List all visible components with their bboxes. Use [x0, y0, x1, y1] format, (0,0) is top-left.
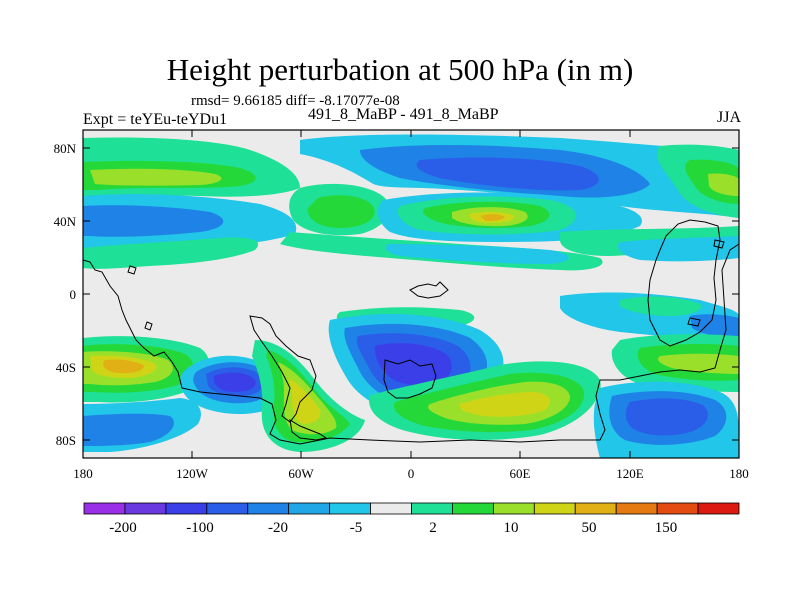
colorbar-swatch — [370, 502, 412, 515]
colorbar-swatch — [697, 502, 740, 515]
small-island-2 — [144, 321, 153, 331]
shem-blue-west4 — [214, 372, 256, 392]
colorbar-swatch — [574, 502, 617, 515]
lat-label-40s: 40S — [56, 360, 76, 375]
nmid-west-blue-core — [83, 205, 224, 237]
lon-label-120w: 120W — [176, 466, 209, 481]
lon-label-60w: 60W — [288, 466, 314, 481]
colorbar-swatch — [124, 502, 167, 515]
colorbar — [83, 502, 740, 515]
colorbar-swatch — [533, 502, 576, 515]
north-america-outline — [83, 243, 739, 445]
shem-west-blue-far2 — [83, 413, 174, 446]
coastlines — [83, 219, 739, 445]
lat-label-40n: 40N — [54, 214, 77, 229]
antarctica-west-outline — [289, 419, 328, 441]
lat-label-80s: 80S — [56, 433, 76, 448]
colorbar-label: 150 — [655, 520, 678, 536]
colorbar-swatch — [247, 502, 290, 515]
lat-ticks — [83, 147, 739, 441]
shem-east-blue3 — [625, 398, 708, 436]
arctic-band-west-core — [90, 168, 222, 186]
lon-label-60e: 60E — [510, 466, 531, 481]
south-america-outline — [249, 315, 317, 423]
lon-label-0: 0 — [408, 466, 415, 481]
shem-west-orange — [103, 359, 144, 374]
asia-outline — [647, 219, 721, 347]
lon-label-120e: 120E — [616, 466, 644, 481]
colorbar-swatch — [615, 502, 658, 515]
height-perturbation-field — [83, 130, 739, 458]
nmid-west-green — [83, 237, 259, 269]
lat-labels: 80N 40N 0 40S 80S — [54, 141, 77, 448]
case-label: 491_8_MaBP - 491_8_MaBP — [308, 106, 499, 123]
shem-mid-yellow2 — [459, 392, 551, 417]
shem-big-blue4 — [374, 343, 452, 386]
lon-label-180w: 180 — [73, 466, 93, 481]
colorbar-label: -100 — [186, 520, 214, 536]
africa-outline — [383, 359, 437, 399]
nmid-east-orange — [480, 214, 505, 221]
lat-label-0: 0 — [70, 287, 77, 302]
rmsd-diff-stats: rmsd= 9.66185 diff= -8.17077e-08 — [191, 93, 400, 109]
arctic-east-yellow — [708, 173, 739, 196]
lon-labels: 180 120W 60W 0 60E 120E 180 — [73, 466, 749, 481]
colorbar-label: 2 — [429, 520, 437, 536]
europe-outline — [409, 281, 449, 299]
lon-label-180e: 180 — [729, 466, 749, 481]
colorbar-swatch — [288, 502, 331, 515]
colorbar-swatch — [452, 502, 494, 515]
colorbar-label: -20 — [268, 520, 288, 536]
colorbar-label: 50 — [582, 520, 597, 536]
colorbar-swatch — [411, 502, 453, 515]
nmid-central-blue — [385, 244, 569, 264]
arctic-band-east-core — [416, 157, 599, 191]
colorbar-label: 10 — [504, 520, 519, 536]
experiment-label: Expt = teYEu-teYDu1 — [83, 111, 228, 128]
colorbar-labels: -200 -100 -20 -5 2 10 50 150 — [109, 520, 677, 536]
colorbar-swatch — [83, 502, 126, 515]
season-label: JJA — [716, 109, 741, 126]
map-title: Height perturbation at 500 hPa (in m) — [166, 52, 634, 87]
eq-blue-east-core — [690, 314, 739, 337]
colorbar-swatch — [656, 502, 699, 515]
colorbar-swatch — [165, 502, 208, 515]
small-island-4 — [687, 317, 701, 327]
lon-ticks — [191, 130, 631, 458]
colorbar-swatch — [492, 502, 535, 515]
nmid-green-blob-core — [307, 195, 375, 228]
small-island-3 — [713, 239, 725, 249]
colorbar-label: -5 — [350, 520, 363, 536]
lat-label-80n: 80N — [54, 141, 77, 156]
small-island-1 — [127, 265, 137, 275]
shem-far-east-yellow — [658, 353, 739, 374]
colorbar-swatch — [206, 502, 249, 515]
eq-green-far-east — [620, 296, 702, 316]
nmid-far-east-blue — [618, 236, 739, 262]
colorbar-label: -200 — [109, 520, 137, 536]
colorbar-swatch — [329, 502, 371, 515]
